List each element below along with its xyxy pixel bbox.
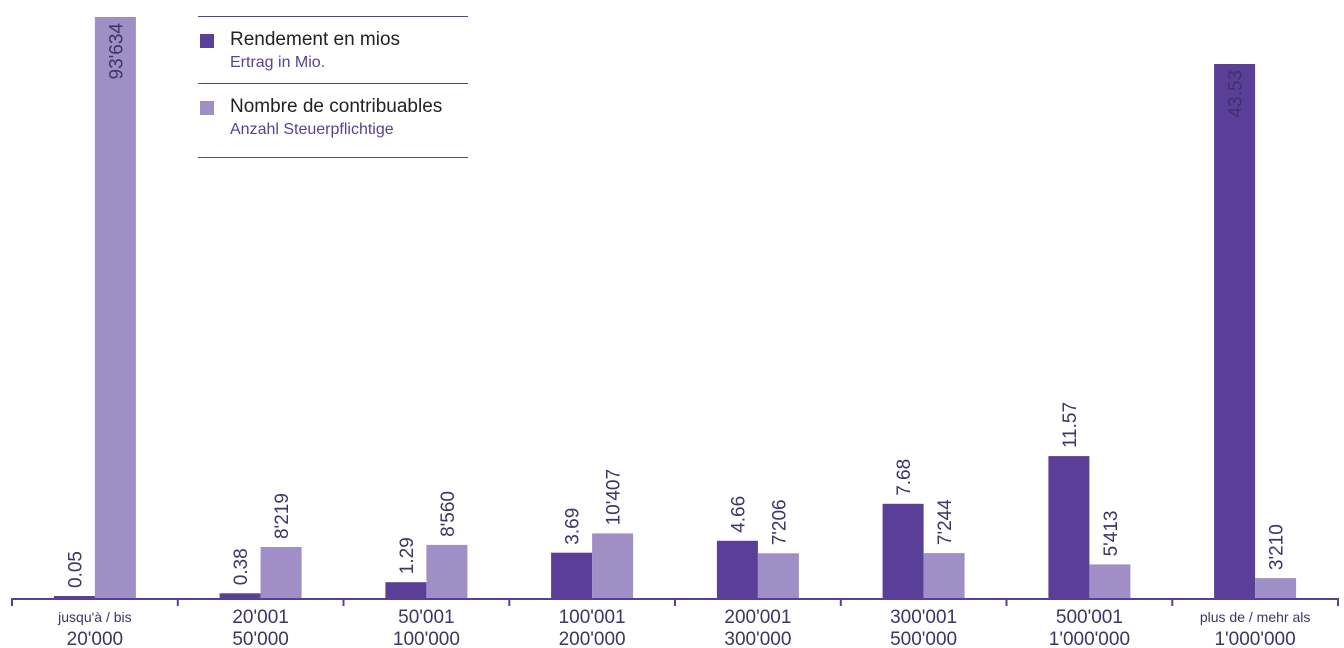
x-tick-label-bottom-3: 100'000 xyxy=(393,629,460,648)
bar-nombre-de-contribuables-1 xyxy=(94,17,136,598)
x-tick-label-bottom-5: 300'000 xyxy=(724,629,791,648)
legend-swatch-rendement xyxy=(200,34,214,48)
bar-rendement-en-mios-7 xyxy=(1048,456,1090,598)
bar-nombre-de-contribuables-8 xyxy=(1255,578,1297,598)
legend-label-contribuables-de: Anzahl Steuerpflichtige xyxy=(230,121,394,138)
data-label-nombre-de-contribuables-3: 8'560 xyxy=(438,491,459,537)
legend-bottom-rule xyxy=(198,157,468,158)
legend-label-rendement-de: Ertrag in Mio. xyxy=(230,54,326,71)
data-label-rendement-en-mios-4: 3.69 xyxy=(563,508,584,545)
bar-rendement-en-mios-3 xyxy=(385,582,427,598)
bar-rendement-en-mios-8 xyxy=(1214,64,1256,598)
data-label-nombre-de-contribuables-8: 3'210 xyxy=(1267,524,1288,570)
data-label-nombre-de-contribuables-6: 7'244 xyxy=(935,499,956,545)
data-label-rendement-en-mios-6: 7.68 xyxy=(894,459,915,496)
chart-legend: Rendement en mios Ertrag in Mio. Nombre … xyxy=(198,16,468,158)
data-label-nombre-de-contribuables-1: 93'634 xyxy=(106,23,127,80)
legend-label-contribuables-fr: Nombre de contribuables xyxy=(230,96,443,117)
data-label-rendement-en-mios-3: 1.29 xyxy=(397,537,418,574)
bar-rendement-en-mios-1 xyxy=(53,596,95,598)
legend-swatch-contribuables xyxy=(200,101,214,115)
data-label-rendement-en-mios-2: 0.38 xyxy=(231,548,252,585)
bar-nombre-de-contribuables-6 xyxy=(923,553,965,598)
legend-label-rendement-fr: Rendement en mios xyxy=(230,29,401,50)
bar-nombre-de-contribuables-3 xyxy=(426,544,468,598)
bar-rendement-en-mios-2 xyxy=(219,593,261,598)
data-label-rendement-en-mios-5: 4.66 xyxy=(728,496,749,533)
x-tick-label-top-6: 300'001 xyxy=(890,607,957,628)
x-tick-label-top-7: 500'001 xyxy=(1056,607,1123,628)
bar-nombre-de-contribuables-2 xyxy=(260,547,302,598)
bar-nombre-de-contribuables-7 xyxy=(1089,564,1131,598)
bar-rendement-en-mios-5 xyxy=(716,540,758,598)
legend-middle-rule xyxy=(198,83,468,84)
x-tick-label-top-2: 20'001 xyxy=(232,607,288,628)
data-label-nombre-de-contribuables-4: 10'407 xyxy=(604,469,625,525)
data-label-nombre-de-contribuables-5: 7'206 xyxy=(769,499,790,545)
x-tick-label-bottom-4: 200'000 xyxy=(559,629,626,648)
bar-rendement-en-mios-6 xyxy=(882,503,924,598)
data-label-rendement-en-mios-8: 43.53 xyxy=(1226,70,1247,118)
x-tick-label-top-4: 100'001 xyxy=(559,607,626,628)
bar-nombre-de-contribuables-5 xyxy=(757,553,799,598)
x-tick-label-bottom-8: 1'000'000 xyxy=(1214,629,1295,648)
x-tick-label-bottom-6: 500'000 xyxy=(890,629,957,648)
x-tick-label-top-5: 200'001 xyxy=(724,607,791,628)
x-tick-label-bottom-2: 50'000 xyxy=(232,629,288,648)
x-tick-label-top-1: jusqu'à / bis xyxy=(57,609,132,625)
x-tick-label-top-3: 50'001 xyxy=(398,607,454,628)
x-tick-label-bottom-7: 1'000'000 xyxy=(1049,629,1130,648)
legend-top-rule xyxy=(198,16,468,17)
data-label-rendement-en-mios-1: 0.05 xyxy=(65,551,86,588)
x-tick-label-top-8: plus de / mehr als xyxy=(1200,609,1311,625)
data-label-nombre-de-contribuables-2: 8'219 xyxy=(272,493,293,539)
bar-nombre-de-contribuables-4 xyxy=(592,533,634,598)
x-tick-label-bottom-1: 20'000 xyxy=(67,629,123,648)
data-label-nombre-de-contribuables-7: 5'413 xyxy=(1101,510,1122,556)
data-label-rendement-en-mios-7: 11.57 xyxy=(1060,402,1081,448)
bar-rendement-en-mios-4 xyxy=(551,552,593,598)
